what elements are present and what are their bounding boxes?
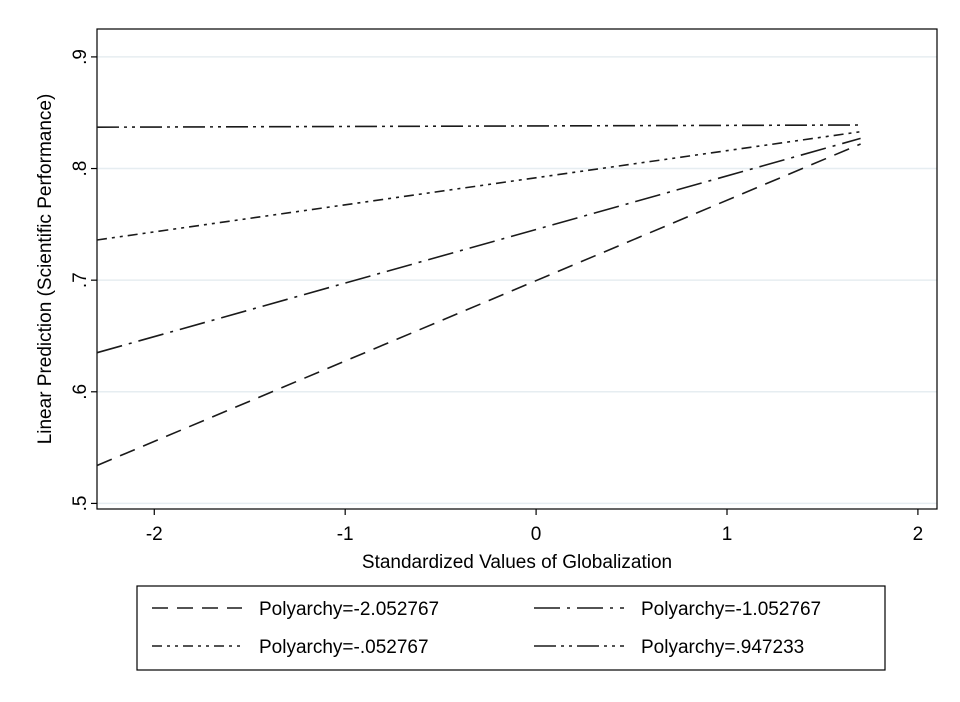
plot-area-border xyxy=(96,28,938,510)
y-tick-label: .9 xyxy=(70,49,91,65)
legend-label: Polyarchy=-2.052767 xyxy=(259,599,439,620)
x-axis-label: Standardized Values of Globalization xyxy=(362,552,672,573)
x-tick-label: 1 xyxy=(722,524,733,545)
grid-lines xyxy=(97,56,937,505)
series-line xyxy=(96,130,861,241)
legend-box xyxy=(136,585,886,671)
y-axis-label: Linear Prediction (Scientific Performanc… xyxy=(35,94,56,445)
series-line xyxy=(96,137,861,354)
legend-label: Polyarchy=-.052767 xyxy=(259,637,429,658)
y-tick-label: .8 xyxy=(70,161,91,177)
y-tick-label: .5 xyxy=(70,495,91,511)
legend: Polyarchy=-2.052767 Polyarchy=-1.052767 Po… xyxy=(152,599,821,658)
legend-label: Polyarchy=-1.052767 xyxy=(641,599,821,620)
y-tick-label: .7 xyxy=(70,272,91,288)
x-tick-label: 2 xyxy=(913,524,924,545)
series-line xyxy=(96,124,861,128)
y-tick-label: .6 xyxy=(70,384,91,400)
x-tick-label: 0 xyxy=(531,524,542,545)
series-lines xyxy=(96,124,861,467)
series-line xyxy=(96,143,861,467)
x-tick-label: -2 xyxy=(146,524,163,545)
axes: .5 .6 .7 .8 .9 -2 -1 0 1 2 xyxy=(70,49,923,545)
legend-label: Polyarchy=.947233 xyxy=(641,637,804,658)
x-tick-label: -1 xyxy=(337,524,354,545)
